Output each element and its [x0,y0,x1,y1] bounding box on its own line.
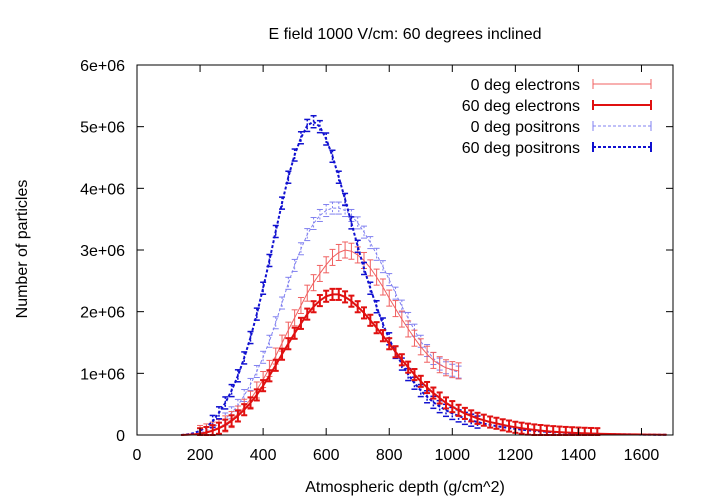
x-tick-label: 200 [187,447,214,464]
axis-ticks: 0 200 400 600 800 1000 1200 1400 1600 0 1e+06 2e+06… [80,58,673,464]
series-line [181,207,459,436]
series-line [181,293,667,436]
chart-title: E field 1000 V/cm: 60 degrees inclined [268,26,541,43]
x-tick-label: 1200 [498,447,534,464]
x-tick-label: 1400 [561,447,597,464]
series-60-deg-electrons [181,287,667,436]
series-60-deg-positrons [181,114,667,436]
legend-label: 60 deg positrons [462,140,580,157]
x-tick-label: 800 [376,447,403,464]
x-tick-label: 1000 [434,447,470,464]
series-line [181,120,667,436]
legend-label: 60 deg electrons [462,98,580,115]
y-tick-label: 4e+06 [80,181,125,198]
y-tick-label: 5e+06 [80,120,125,137]
legend-label: 0 deg positrons [471,119,580,136]
y-tick-label: 1e+06 [80,366,125,383]
y-tick-label: 3e+06 [80,243,125,260]
x-tick-label: 600 [313,447,340,464]
y-tick-label: 0 [116,428,125,445]
series-0-deg-positrons [181,201,462,436]
x-tick-label: 400 [250,447,277,464]
x-tick-label: 0 [133,447,142,464]
x-tick-label: 1600 [624,447,660,464]
y-tick-label: 2e+06 [80,305,125,322]
plot-frame [136,64,674,436]
y-tick-label: 6e+06 [80,58,125,75]
plot-area [181,114,667,436]
legend-label: 0 deg electrons [471,77,580,94]
series-0-deg-electrons [181,241,462,436]
x-axis-label: Atmospheric depth (g/cm^2) [305,479,505,496]
legend: 0 deg electrons 60 deg electrons 0 deg pos… [462,77,652,157]
y-axis-label: Number of particles [14,180,31,319]
